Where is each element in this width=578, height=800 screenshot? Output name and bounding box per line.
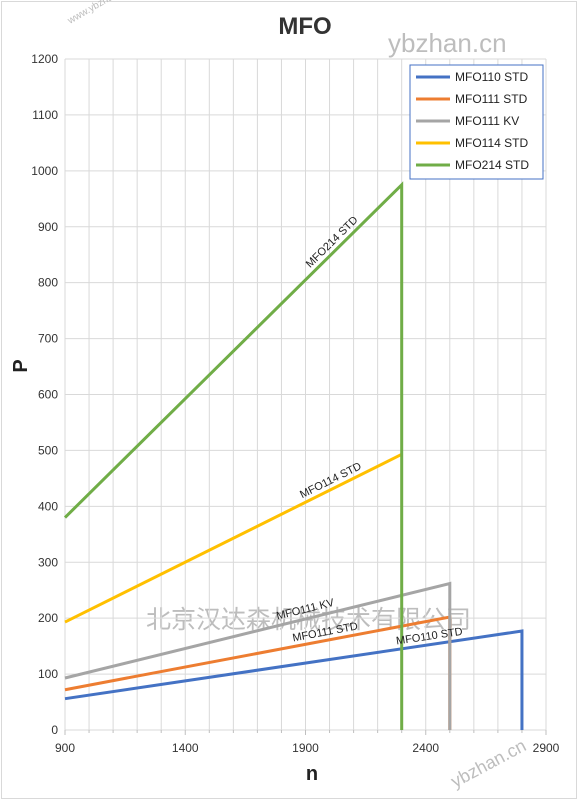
series-line-mfo214-std: [63, 181, 404, 730]
watermark-small-top: www.ybzhan.cn: [65, 0, 132, 27]
y-tick-label: 400: [38, 499, 58, 513]
x-tick-label: 900: [55, 741, 75, 755]
y-tick-label: 500: [38, 443, 58, 457]
y-tick-label: 100: [38, 667, 58, 681]
series-line-mfo111-kv: [64, 581, 452, 730]
y-tick-label: 200: [38, 611, 58, 625]
watermark-bottom: ybzhan.cn: [447, 735, 529, 791]
series-label: MFO214 STD: [304, 214, 361, 270]
legend-entry: MFO110 STD: [455, 70, 528, 84]
y-tick-label: 0: [51, 723, 58, 737]
y-tick-label: 1200: [31, 52, 58, 66]
y-tick-label: 1100: [32, 108, 58, 122]
x-axis-label: n: [306, 763, 318, 785]
legend-entry: MFO114 STD: [455, 136, 528, 150]
watermark-company: 北京汉达森机械技术有限公司: [146, 606, 471, 634]
x-tick-label: 2900: [533, 741, 560, 755]
x-tick-label: 1400: [172, 741, 199, 755]
y-tick-label: 600: [38, 388, 58, 402]
series-line-mfo114-std: [64, 452, 403, 624]
legend: MFO110 STD MFO111 STD MFO111 KV MFO114 STD M…: [409, 64, 544, 180]
y-tick-label: 300: [38, 555, 58, 569]
tick-labels: 0 100 200 300 400 500 600 700 800 900 1000 1100 1200…: [31, 52, 559, 755]
legend-entry: MFO214 STD: [455, 158, 529, 172]
chart-title: MFO: [278, 13, 331, 40]
y-tick-label: 700: [38, 332, 58, 346]
series-lines: [63, 181, 524, 730]
y-axis-label: P: [10, 359, 32, 372]
y-tick-label: 800: [38, 276, 58, 290]
x-tick-label: 1900: [292, 741, 319, 755]
legend-entry: MFO111 STD: [455, 92, 528, 106]
watermark-top: ybzhan.cn: [388, 28, 507, 58]
y-tick-label: 1000: [31, 164, 58, 178]
x-tick-label: 2400: [412, 741, 439, 755]
legend-entry: MFO111 KV: [455, 114, 519, 128]
y-tick-label: 900: [38, 220, 58, 234]
series-line-mfo110-std: [64, 629, 524, 730]
